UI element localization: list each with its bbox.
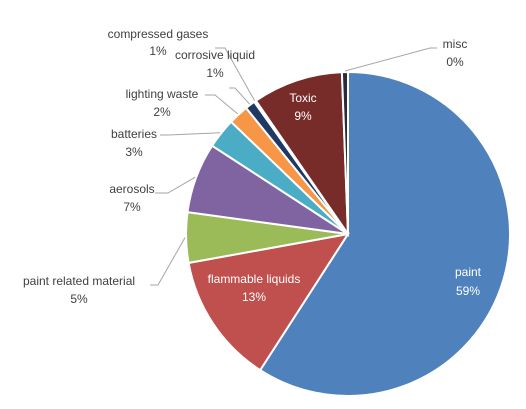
slice-percent-compressed-gases: 1% [149,44,167,58]
slice-name-toxic: Toxic [289,91,316,105]
slice-name-compressed-gases: compressed gases [108,27,209,41]
slice-name-paint: paint [455,265,482,279]
slice-labels: paint 59% flammable liquids 13% paint re… [23,27,482,306]
pie-slice-misc [340,70,349,235]
leader-line-paint-related-material [150,237,186,286]
leader-line-corrosive-liquid [229,87,250,105]
slice-percent-lighting-waste: 2% [153,105,171,119]
slice-percent-aerosols: 7% [123,200,141,214]
slice-percent-flammable-liquids: 13% [242,290,266,304]
slice-name-misc: misc [443,37,468,51]
pie-slice-flammable-liquids [187,232,351,372]
leader-line-lighting-waste [205,94,239,115]
slice-name-lighting-waste: lighting waste [126,87,199,101]
slice-percent-corrosive-liquid: 1% [206,66,224,80]
leader-line-misc [344,47,437,72]
slice-name-paint-related-material: paint related material [23,274,135,288]
slice-name-corrosive-liquid: corrosive liquid [175,48,255,62]
slice-percent-toxic: 9% [294,109,312,123]
slice-percent-paint: 59% [456,284,480,298]
slice-name-aerosols: aerosols [109,182,154,196]
slice-name-batteries: batteries [111,127,157,141]
pie-slices [185,70,511,397]
leader-line-batteries [160,132,221,136]
leader-line-aerosols [155,176,196,194]
leader-lines [150,47,437,286]
pie-slice-paint [258,70,511,397]
pie-slice-toxic [254,71,350,238]
slice-name-flammable-liquids: flammable liquids [208,272,301,286]
slice-percent-misc: 0% [446,55,464,69]
leader-line-compressed-gases [215,47,255,101]
slice-percent-batteries: 3% [125,145,143,159]
slice-percent-paint-related-material: 5% [70,292,88,306]
